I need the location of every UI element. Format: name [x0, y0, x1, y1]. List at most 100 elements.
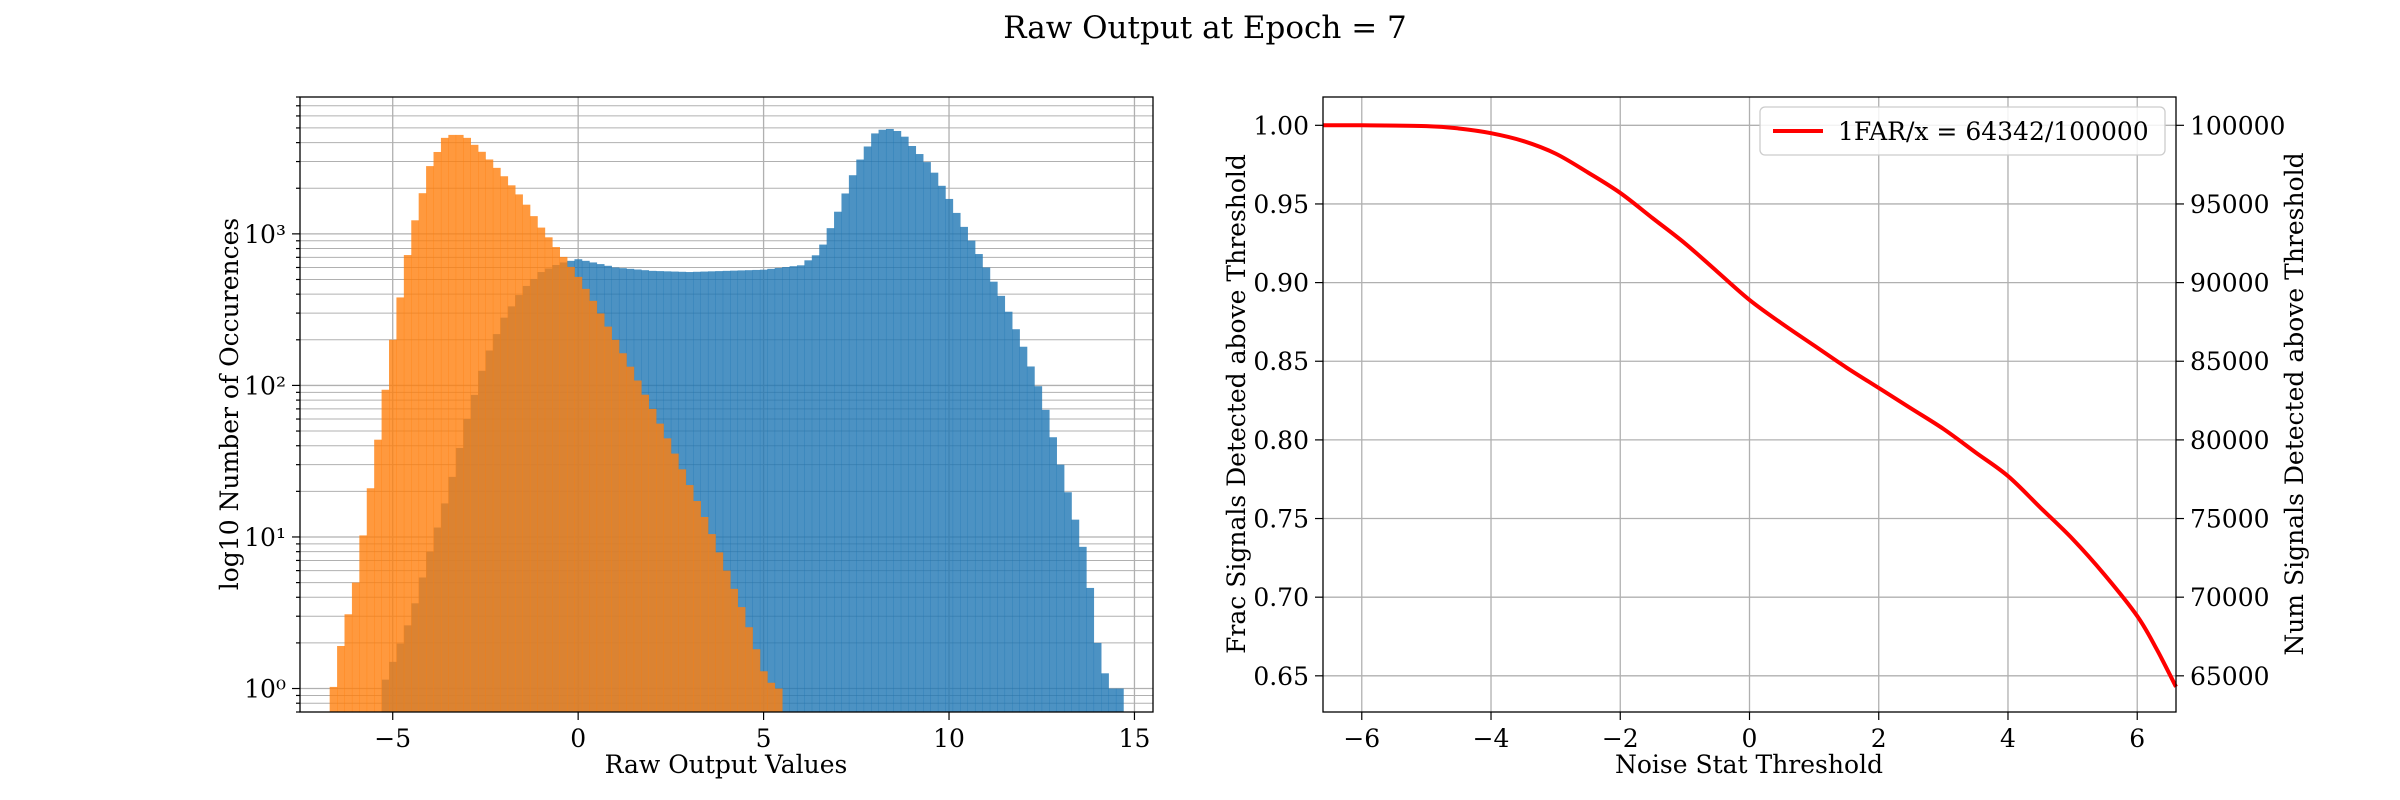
histogram-bar: [782, 267, 790, 712]
histogram-bar: [737, 607, 746, 712]
histogram-bars: [329, 128, 1124, 713]
histogram-bar: [351, 582, 360, 712]
histogram-x-label: Raw Output Values: [605, 750, 848, 779]
histogram-bar: [641, 394, 650, 712]
x-tick-label: −2: [1602, 724, 1639, 753]
histogram-bar: [559, 256, 568, 712]
histogram-bar: [648, 408, 657, 712]
histogram-bar: [589, 300, 598, 712]
histogram-bar: [774, 267, 783, 712]
histogram-bar: [937, 185, 946, 713]
histogram-bar: [811, 255, 820, 712]
histogram-bar: [470, 144, 479, 712]
histogram-bar: [863, 146, 872, 712]
histogram-bar: [722, 270, 731, 712]
histogram-bar: [715, 271, 724, 712]
histogram-bar: [1086, 587, 1095, 712]
histogram-bar: [463, 137, 471, 713]
histogram-bar: [633, 380, 642, 712]
histogram-bar: [774, 688, 783, 712]
y-tick-label: 0.90: [1253, 269, 1309, 298]
histogram-bar: [841, 193, 850, 712]
histogram-bar: [997, 295, 1006, 712]
histogram-bar: [707, 534, 716, 712]
histogram-bar: [329, 686, 338, 712]
histogram-ticks: −5 0 5 10 15 10⁰ 10¹ 10² 10³: [244, 96, 1150, 753]
histogram-bar: [834, 211, 842, 712]
histogram-bar: [960, 226, 968, 712]
histogram-bar: [515, 194, 523, 712]
y-right-tick-label: 100000: [2190, 111, 2285, 140]
histogram-bar: [433, 151, 442, 712]
y-right-tick-label: 85000: [2190, 347, 2270, 376]
y-tick-label: 10⁰: [244, 675, 286, 704]
histogram-bar: [596, 313, 605, 712]
x-tick-label: 4: [2000, 724, 2016, 753]
legend: 1FAR/x = 64342/100000: [1759, 106, 2166, 156]
y-tick-label: 0.70: [1253, 583, 1309, 612]
x-tick-label: −4: [1473, 724, 1510, 753]
histogram-bar: [693, 271, 701, 712]
histogram-bar: [337, 645, 345, 712]
histogram-bar: [678, 469, 687, 712]
x-tick-label: 2: [1871, 724, 1887, 753]
legend-box: [1759, 106, 2166, 156]
threshold-ticks: −6 −4 −2 0 2 4 6 0.65 0.70 0.75 0.80 0.85 0.90 0.95 1.…: [1253, 111, 2285, 753]
histogram-bar: [930, 172, 939, 713]
y-tick-label: 10¹: [244, 523, 286, 552]
histogram-bar: [1108, 688, 1117, 712]
histogram-bar: [1019, 346, 1028, 712]
y-tick-label: 1.00: [1253, 111, 1309, 140]
histogram-bar: [982, 267, 991, 712]
histogram-bar: [455, 134, 464, 712]
legend-label: 1FAR/x = 64342/100000: [1838, 117, 2149, 146]
histogram-bar: [537, 227, 546, 712]
histogram-bar: [759, 269, 768, 712]
histogram-bar: [552, 247, 561, 713]
histogram-bar: [574, 276, 583, 712]
histogram-bar: [767, 268, 776, 712]
y-tick-label: 10³: [244, 220, 286, 249]
histogram-bar: [1041, 409, 1050, 712]
histogram-bar: [989, 281, 998, 712]
histogram-bar: [359, 535, 368, 712]
histogram-bar: [715, 552, 724, 712]
histogram-bar: [745, 270, 753, 712]
x-tick-label: −5: [374, 724, 411, 753]
histogram-bar: [1056, 464, 1065, 712]
threshold-plot: −6 −4 −2 0 2 4 6 0.65 0.70 0.75 0.80 0.85 0.90 0.95 1.…: [1222, 96, 2309, 779]
threshold-y-label-left: Frac Signals Detected above Threshold: [1222, 154, 1251, 654]
histogram-plot: −5 0 5 10 15 10⁰ 10¹ 10² 10³ Raw Output Values l…: [215, 96, 1154, 779]
histogram-bar: [670, 453, 679, 712]
x-tick-label: 6: [2129, 724, 2145, 753]
histogram-bar: [856, 159, 865, 712]
histogram-bar: [478, 151, 486, 712]
histogram-bar: [819, 244, 828, 712]
histogram-bar: [1115, 688, 1124, 712]
histogram-bar: [745, 627, 753, 712]
histogram-bar: [663, 438, 672, 712]
histogram-bar: [707, 271, 716, 712]
histogram-bar: [1093, 642, 1102, 712]
histogram-bar: [700, 516, 709, 712]
threshold-x-label: Noise Stat Threshold: [1615, 750, 1883, 779]
histogram-bar: [685, 485, 694, 712]
y-tick-label: 0.80: [1253, 426, 1309, 455]
histogram-series-2: [329, 134, 783, 713]
histogram-bar: [789, 266, 798, 712]
histogram-bar: [440, 137, 449, 713]
histogram-bar: [1012, 329, 1020, 712]
histogram-bar: [878, 129, 887, 713]
histogram-bar: [908, 145, 917, 712]
histogram-bar: [426, 166, 434, 712]
histogram-bar: [796, 265, 805, 712]
x-tick-label: 0: [1742, 724, 1758, 753]
x-tick-label: 0: [570, 724, 586, 753]
histogram-bar: [507, 185, 516, 712]
histogram-bar: [581, 288, 590, 712]
histogram-bar: [945, 198, 954, 713]
threshold-y-label-right: Num Signals Detected above Threshold: [2280, 152, 2309, 655]
y-right-tick-label: 70000: [2190, 583, 2270, 612]
series-line-1far: [1322, 123, 2178, 688]
y-tick-label: 0.95: [1253, 190, 1309, 219]
